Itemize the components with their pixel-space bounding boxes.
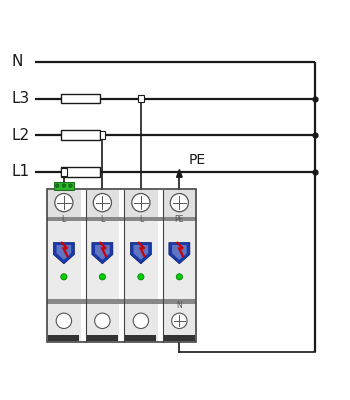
Bar [87,335,118,341]
Bar [47,190,80,219]
Circle shape [62,184,66,187]
Bar [47,299,196,304]
Bar [86,219,119,302]
Bar [47,190,196,342]
Bar [124,190,158,219]
Text: N: N [11,54,22,69]
Circle shape [176,274,183,280]
Bar [47,217,196,221]
Polygon shape [130,242,151,264]
Circle shape [93,194,111,212]
Bar [124,219,158,302]
Bar [47,219,80,302]
Bar [61,168,66,176]
Bar [125,335,156,341]
Bar [61,94,100,103]
Polygon shape [172,245,187,260]
Circle shape [138,274,144,280]
Bar [54,182,74,190]
Bar [86,302,119,342]
Text: PE: PE [175,215,184,224]
Circle shape [55,194,73,212]
Circle shape [172,313,187,328]
Text: L: L [139,215,143,224]
Polygon shape [92,242,113,264]
Text: L2: L2 [11,128,29,143]
Text: L3: L3 [11,91,29,106]
Text: L: L [62,215,66,224]
Circle shape [133,313,148,328]
Circle shape [56,184,59,187]
Circle shape [56,313,72,328]
Bar [61,130,100,140]
Text: PE: PE [188,153,205,167]
Bar [138,95,143,102]
Polygon shape [169,242,190,264]
Circle shape [170,194,189,212]
Bar [86,190,119,219]
Polygon shape [57,245,71,260]
Polygon shape [95,245,110,260]
Polygon shape [53,242,74,264]
Bar [48,335,79,341]
Bar [47,302,80,342]
Bar [163,219,196,302]
Text: L: L [100,215,105,224]
Circle shape [69,184,72,187]
Bar [163,302,196,342]
Text: N: N [176,301,182,310]
Circle shape [132,194,150,212]
Circle shape [61,274,67,280]
Circle shape [94,313,110,328]
Bar [163,190,196,219]
Polygon shape [177,170,182,177]
Bar [100,132,105,139]
Bar [61,167,100,177]
Circle shape [99,274,106,280]
Text: L1: L1 [11,164,29,180]
Bar [124,302,158,342]
Bar [164,335,195,341]
Polygon shape [133,245,148,260]
